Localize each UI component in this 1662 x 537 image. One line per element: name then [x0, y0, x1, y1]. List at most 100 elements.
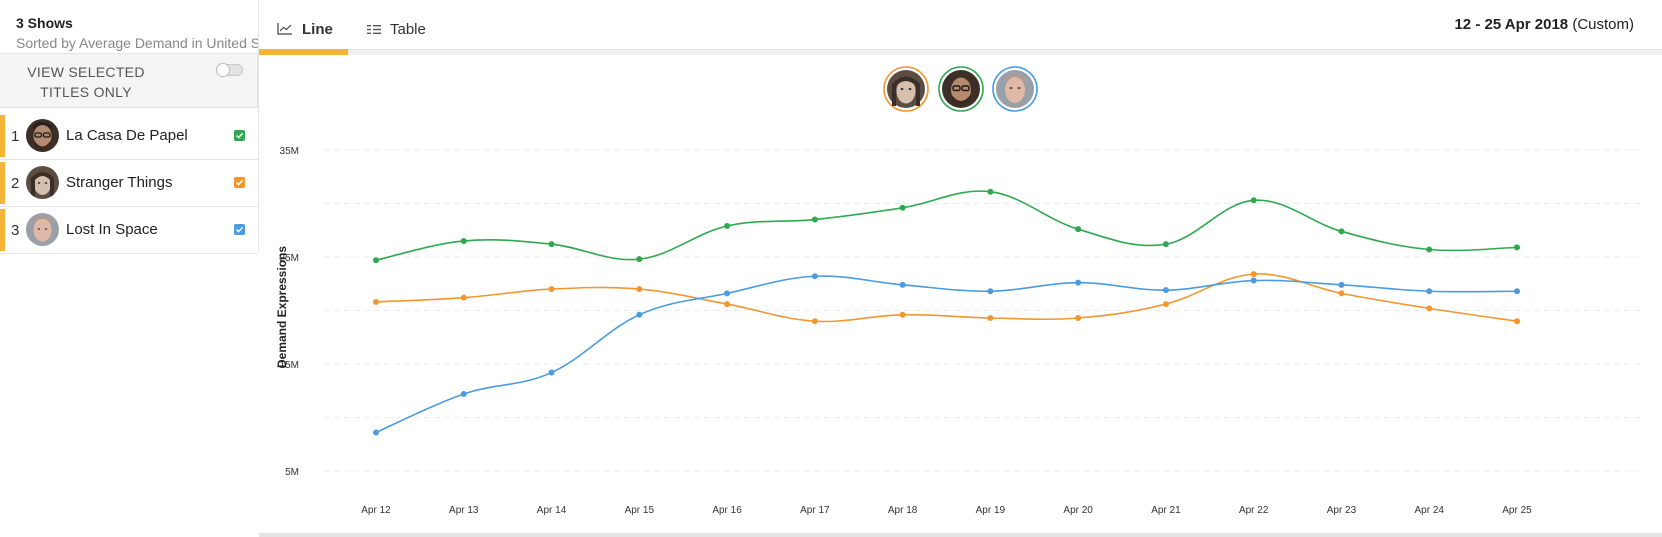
rank-bar	[0, 209, 5, 251]
legend-avatar-la-casa-de-papel[interactable]	[938, 66, 984, 112]
legend-avatars	[883, 66, 1038, 112]
show-avatar-la-casa-de-papel	[26, 119, 59, 152]
data-point-la-casa-de-papel[interactable]	[899, 204, 906, 211]
data-point-la-casa-de-papel[interactable]	[548, 241, 555, 248]
data-point-la-casa-de-papel[interactable]	[636, 256, 643, 263]
title-row-la-casa-de-papel[interactable]: 1 La Casa De Papel	[0, 113, 258, 160]
data-point-la-casa-de-papel[interactable]	[1426, 246, 1433, 253]
data-point-la-casa-de-papel[interactable]	[1075, 226, 1082, 233]
title-rank: 2	[11, 175, 20, 192]
data-point-lost-in-space[interactable]	[899, 281, 906, 288]
view-selected-toggle[interactable]	[216, 63, 243, 77]
data-point-stranger-things[interactable]	[1338, 290, 1345, 297]
bottom-scroll-strip	[259, 533, 1662, 537]
title-rank: 1	[11, 128, 20, 145]
title-name: La Casa De Papel	[66, 127, 188, 144]
data-point-stranger-things[interactable]	[1514, 318, 1520, 325]
data-point-la-casa-de-papel[interactable]	[373, 257, 379, 264]
data-point-la-casa-de-papel[interactable]	[1250, 197, 1257, 204]
x-tick-label: Apr 17	[800, 505, 830, 516]
data-point-stranger-things[interactable]	[548, 286, 555, 293]
title-row-stranger-things[interactable]: 2 Stranger Things	[0, 160, 258, 207]
series-line-la-casa-de-papel[interactable]	[375, 190, 1518, 261]
data-point-lost-in-space[interactable]	[1250, 277, 1257, 284]
chart-area: 35M 25M 15M 5M Apr 12 Apr 13 Apr 14 Apr 15 Apr …	[259, 56, 1662, 537]
toggle-knob	[216, 63, 230, 77]
tab-strip	[259, 49, 1662, 55]
data-point-stranger-things[interactable]	[987, 314, 994, 321]
y-axis-ticks: 35M 25M 15M 5M	[280, 146, 299, 478]
data-point-la-casa-de-papel[interactable]	[811, 216, 818, 223]
data-point-la-casa-de-papel[interactable]	[724, 222, 731, 229]
date-range-mode: (Custom)	[1572, 16, 1634, 33]
checkbox-checked-icon[interactable]	[234, 177, 245, 188]
x-tick-label: Apr 16	[712, 505, 742, 516]
tab-line[interactable]: Line	[277, 19, 333, 39]
line-chart-icon	[277, 23, 292, 35]
data-point-lost-in-space[interactable]	[1514, 288, 1520, 295]
date-range-picker[interactable]: 12 - 25 Apr 2018 (Custom)	[1454, 16, 1634, 33]
table-icon	[367, 24, 381, 34]
data-point-lost-in-space[interactable]	[1338, 281, 1345, 288]
data-point-stranger-things[interactable]	[1250, 271, 1257, 278]
data-point-la-casa-de-papel[interactable]	[987, 188, 994, 195]
data-point-stranger-things[interactable]	[1426, 305, 1433, 312]
data-point-lost-in-space[interactable]	[724, 290, 731, 297]
data-point-lost-in-space[interactable]	[1075, 279, 1082, 286]
x-tick-label: Apr 14	[537, 505, 567, 516]
series-line-lost-in-space[interactable]	[375, 275, 1518, 434]
data-point-la-casa-de-papel[interactable]	[1514, 244, 1520, 251]
sidebar-divider	[258, 0, 259, 250]
shows-count: 3 Shows	[16, 15, 73, 31]
title-rank: 3	[11, 222, 20, 239]
data-point-stranger-things[interactable]	[1162, 301, 1169, 308]
data-point-lost-in-space[interactable]	[548, 369, 555, 376]
y-axis-label: Demand Expressions	[275, 246, 289, 368]
sidebar-header: 3 Shows Sorted by Average Demand in Unit…	[0, 0, 258, 53]
view-tabs: Line Table 12 - 25 Apr 2018 (Custom)	[259, 0, 1662, 56]
legend-avatar-stranger-things[interactable]	[883, 66, 929, 112]
data-point-stranger-things[interactable]	[1075, 314, 1082, 321]
view-selected-toggle-row[interactable]: VIEW SELECTED TITLES ONLY	[0, 53, 258, 108]
chart-series-lines	[375, 190, 1518, 434]
rank-bar	[0, 115, 5, 157]
data-point-stranger-things[interactable]	[460, 294, 467, 301]
x-tick-label: Apr 13	[449, 505, 479, 516]
data-point-la-casa-de-papel[interactable]	[1338, 228, 1345, 235]
x-axis-ticks: Apr 12 Apr 13 Apr 14 Apr 15 Apr 16 Apr 17 Apr …	[361, 505, 1532, 516]
data-point-lost-in-space[interactable]	[811, 273, 818, 280]
data-point-lost-in-space[interactable]	[460, 390, 467, 397]
x-tick-label: Apr 22	[1239, 505, 1269, 516]
checkbox-checked-icon[interactable]	[234, 130, 245, 141]
data-point-lost-in-space[interactable]	[987, 288, 994, 295]
series-line-stranger-things[interactable]	[375, 273, 1518, 323]
tab-line-label: Line	[302, 20, 333, 38]
data-point-lost-in-space[interactable]	[1426, 288, 1433, 295]
tab-table[interactable]: Table	[367, 19, 426, 39]
legend-avatar-lost-in-space[interactable]	[992, 66, 1038, 112]
data-point-lost-in-space[interactable]	[373, 429, 379, 436]
y-tick-label: 35M	[280, 146, 299, 157]
x-tick-label: Apr 25	[1502, 505, 1532, 516]
title-name: Stranger Things	[66, 174, 173, 191]
data-point-stranger-things[interactable]	[636, 286, 643, 293]
data-point-la-casa-de-papel[interactable]	[460, 237, 467, 244]
show-avatar-stranger-things	[26, 166, 59, 199]
title-row-lost-in-space[interactable]: 3 Lost In Space	[0, 207, 258, 254]
x-tick-label: Apr 15	[625, 505, 655, 516]
data-point-stranger-things[interactable]	[899, 311, 906, 318]
data-point-lost-in-space[interactable]	[1162, 287, 1169, 294]
tab-table-label: Table	[390, 20, 426, 38]
data-point-stranger-things[interactable]	[811, 318, 818, 325]
sorted-by-text: Sorted by Average Demand in United State…	[16, 35, 258, 51]
data-point-stranger-things[interactable]	[724, 301, 731, 308]
show-avatar-lost-in-space	[26, 213, 59, 246]
rank-bar	[0, 162, 5, 204]
data-point-la-casa-de-papel[interactable]	[1162, 241, 1169, 248]
date-range-dates: 12 - 25 Apr 2018	[1454, 16, 1569, 33]
checkbox-checked-icon[interactable]	[234, 224, 245, 235]
data-point-lost-in-space[interactable]	[636, 311, 643, 318]
data-point-stranger-things[interactable]	[373, 298, 379, 305]
x-tick-label: Apr 19	[976, 505, 1006, 516]
title-name: Lost In Space	[66, 221, 158, 238]
